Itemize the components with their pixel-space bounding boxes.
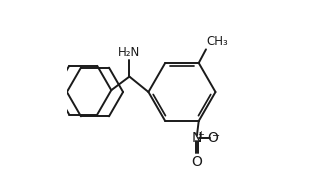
- Text: O: O: [207, 131, 218, 145]
- Text: O: O: [192, 155, 202, 169]
- Text: −: −: [212, 130, 220, 141]
- Text: +: +: [197, 130, 203, 139]
- Text: CH₃: CH₃: [206, 35, 228, 47]
- Text: N: N: [192, 131, 202, 145]
- Text: H₂N: H₂N: [118, 46, 140, 59]
